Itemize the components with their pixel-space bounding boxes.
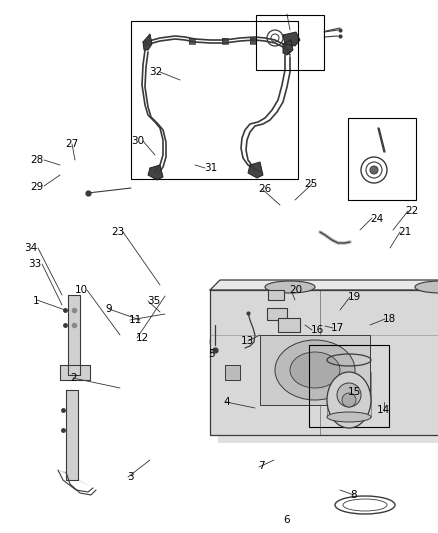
Polygon shape xyxy=(222,38,228,44)
Text: 13: 13 xyxy=(241,336,254,346)
Text: 26: 26 xyxy=(258,184,272,194)
Text: 24: 24 xyxy=(370,214,383,223)
Text: 25: 25 xyxy=(304,179,318,189)
Ellipse shape xyxy=(290,352,340,388)
Text: 31: 31 xyxy=(204,163,217,173)
Polygon shape xyxy=(66,390,78,480)
Text: 20: 20 xyxy=(289,286,302,295)
Bar xyxy=(260,335,370,405)
Bar xyxy=(267,308,287,320)
Text: 10: 10 xyxy=(74,286,88,295)
Ellipse shape xyxy=(265,281,315,293)
Ellipse shape xyxy=(342,393,356,407)
Bar xyxy=(348,118,416,200)
Text: 6: 6 xyxy=(283,515,290,524)
Ellipse shape xyxy=(337,383,361,407)
Ellipse shape xyxy=(327,372,371,428)
Text: 29: 29 xyxy=(31,182,44,191)
Text: 23: 23 xyxy=(112,227,125,237)
Ellipse shape xyxy=(370,166,378,174)
Text: 27: 27 xyxy=(66,139,79,149)
Text: 30: 30 xyxy=(131,136,145,146)
Text: 22: 22 xyxy=(405,206,418,215)
Bar xyxy=(131,21,298,179)
Text: 35: 35 xyxy=(147,296,160,306)
Polygon shape xyxy=(283,32,300,46)
Text: 1: 1 xyxy=(33,296,39,306)
Bar xyxy=(309,345,389,427)
Bar xyxy=(256,15,324,70)
Polygon shape xyxy=(143,34,152,50)
Polygon shape xyxy=(250,38,256,44)
Text: 18: 18 xyxy=(383,314,396,324)
Polygon shape xyxy=(218,295,438,443)
Text: 19: 19 xyxy=(348,293,361,302)
Text: 11: 11 xyxy=(129,315,142,325)
Polygon shape xyxy=(283,40,293,55)
Text: 32: 32 xyxy=(149,67,162,77)
Text: 34: 34 xyxy=(24,243,37,253)
Polygon shape xyxy=(210,280,438,290)
Polygon shape xyxy=(60,365,90,380)
Ellipse shape xyxy=(275,340,355,400)
Text: 12: 12 xyxy=(136,334,149,343)
Bar xyxy=(278,318,300,332)
Polygon shape xyxy=(148,165,163,180)
Text: 16: 16 xyxy=(311,326,324,335)
Polygon shape xyxy=(210,290,438,435)
Text: 15: 15 xyxy=(348,387,361,397)
Ellipse shape xyxy=(327,412,371,422)
Text: 7: 7 xyxy=(258,462,265,471)
Ellipse shape xyxy=(415,281,438,293)
Text: 2: 2 xyxy=(70,374,77,383)
Polygon shape xyxy=(58,470,96,490)
Text: 17: 17 xyxy=(331,323,344,333)
Text: 5: 5 xyxy=(208,350,215,359)
Text: 4: 4 xyxy=(223,398,230,407)
Polygon shape xyxy=(225,365,240,380)
Polygon shape xyxy=(189,38,195,44)
Text: 9: 9 xyxy=(105,304,112,314)
Text: 33: 33 xyxy=(28,259,42,269)
Text: 8: 8 xyxy=(350,490,357,499)
Text: 21: 21 xyxy=(399,227,412,237)
Text: 14: 14 xyxy=(377,406,390,415)
Bar xyxy=(268,290,284,300)
Polygon shape xyxy=(248,162,263,178)
Text: 3: 3 xyxy=(127,472,134,482)
Text: 28: 28 xyxy=(31,155,44,165)
Polygon shape xyxy=(68,295,80,375)
